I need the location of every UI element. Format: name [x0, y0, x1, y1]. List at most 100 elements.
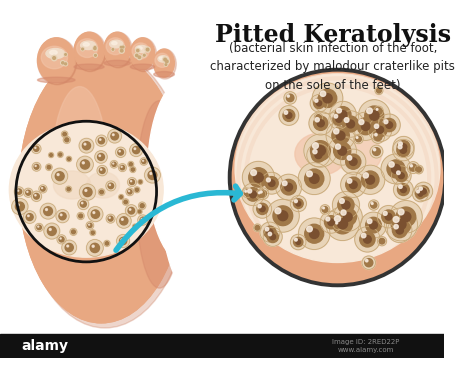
Circle shape — [361, 122, 370, 131]
Circle shape — [120, 50, 123, 52]
Circle shape — [121, 46, 125, 49]
Circle shape — [309, 111, 333, 135]
Circle shape — [63, 132, 66, 136]
Circle shape — [312, 83, 343, 114]
Circle shape — [44, 223, 60, 239]
Circle shape — [106, 214, 115, 223]
Circle shape — [97, 165, 108, 176]
Circle shape — [133, 147, 140, 154]
Circle shape — [394, 225, 398, 229]
Circle shape — [94, 47, 96, 50]
Circle shape — [26, 190, 31, 195]
Circle shape — [393, 137, 414, 158]
Circle shape — [336, 116, 342, 122]
Circle shape — [118, 194, 124, 199]
Circle shape — [111, 132, 118, 140]
Circle shape — [367, 219, 372, 223]
Circle shape — [307, 226, 312, 232]
Circle shape — [254, 172, 263, 182]
Circle shape — [376, 88, 382, 93]
Circle shape — [140, 204, 144, 208]
Circle shape — [336, 222, 337, 224]
Circle shape — [57, 152, 63, 158]
Circle shape — [320, 211, 342, 233]
Circle shape — [388, 218, 412, 243]
Circle shape — [339, 208, 356, 226]
Circle shape — [268, 232, 272, 236]
Circle shape — [120, 165, 125, 170]
Circle shape — [24, 188, 33, 197]
Circle shape — [384, 208, 418, 241]
Circle shape — [389, 162, 394, 167]
Circle shape — [59, 237, 64, 242]
Circle shape — [62, 240, 77, 255]
Circle shape — [260, 191, 262, 193]
Ellipse shape — [9, 122, 163, 257]
Circle shape — [286, 112, 292, 118]
Circle shape — [12, 198, 28, 215]
Circle shape — [337, 111, 364, 137]
Circle shape — [310, 229, 319, 238]
Circle shape — [291, 234, 306, 250]
Circle shape — [81, 160, 90, 169]
Ellipse shape — [21, 51, 189, 328]
Circle shape — [361, 212, 386, 238]
Circle shape — [164, 59, 169, 64]
Circle shape — [399, 185, 402, 188]
Circle shape — [244, 190, 250, 196]
Circle shape — [134, 148, 136, 149]
Circle shape — [357, 118, 374, 135]
Circle shape — [343, 116, 358, 132]
Circle shape — [128, 191, 129, 192]
Circle shape — [375, 134, 377, 136]
Circle shape — [410, 164, 417, 171]
Circle shape — [356, 165, 385, 194]
Circle shape — [377, 236, 387, 246]
Circle shape — [59, 153, 62, 156]
Circle shape — [398, 184, 410, 195]
Circle shape — [334, 142, 351, 159]
Circle shape — [124, 200, 128, 204]
Circle shape — [393, 180, 413, 199]
Circle shape — [130, 144, 143, 157]
Circle shape — [373, 123, 387, 137]
Circle shape — [265, 176, 278, 190]
Circle shape — [82, 162, 84, 164]
Circle shape — [95, 151, 107, 163]
Circle shape — [62, 62, 64, 64]
Circle shape — [328, 137, 356, 165]
Ellipse shape — [50, 50, 57, 54]
Circle shape — [242, 183, 264, 206]
Circle shape — [334, 129, 339, 134]
Circle shape — [46, 164, 52, 171]
Circle shape — [59, 212, 66, 220]
Circle shape — [106, 181, 116, 191]
Circle shape — [70, 228, 77, 235]
Circle shape — [242, 161, 274, 194]
Circle shape — [356, 137, 358, 138]
Circle shape — [313, 149, 317, 154]
Circle shape — [294, 238, 297, 241]
Circle shape — [250, 191, 256, 198]
Circle shape — [129, 209, 131, 210]
Circle shape — [39, 185, 47, 193]
Circle shape — [267, 231, 278, 243]
Circle shape — [112, 49, 114, 50]
Circle shape — [344, 213, 352, 221]
Circle shape — [100, 190, 103, 194]
Circle shape — [346, 154, 361, 169]
Circle shape — [93, 46, 97, 49]
Circle shape — [415, 165, 423, 174]
Circle shape — [83, 188, 92, 196]
Circle shape — [364, 236, 371, 243]
Circle shape — [371, 130, 384, 143]
Circle shape — [315, 146, 325, 156]
Circle shape — [263, 227, 282, 246]
Circle shape — [314, 116, 328, 130]
Circle shape — [336, 144, 340, 149]
Circle shape — [379, 238, 385, 244]
Circle shape — [341, 172, 366, 198]
Circle shape — [333, 219, 344, 230]
Circle shape — [15, 202, 24, 211]
Ellipse shape — [159, 73, 234, 297]
